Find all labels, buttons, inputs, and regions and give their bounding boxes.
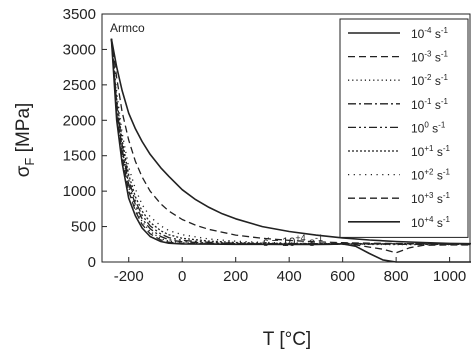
- y-tick-label-2: 1000: [63, 183, 96, 200]
- y-tick-label-0: 0: [88, 254, 96, 271]
- x-tick-label-4: 600: [330, 268, 355, 285]
- y-tick-label-6: 3000: [63, 41, 96, 58]
- legend-label-exp-4: 0: [424, 120, 429, 129]
- legend-label-exp-0: -4: [424, 26, 432, 35]
- legend-label-7: 10+3 s-1: [411, 191, 450, 206]
- legend-label-2: 10-2 s-1: [411, 73, 448, 88]
- legend-label-base-6: 10: [411, 169, 425, 183]
- series-line-1: [110, 38, 471, 254]
- legend-label-5: 10+1 s-1: [411, 144, 450, 159]
- y-tick-label-4: 2000: [63, 112, 96, 129]
- x-axis: -200 0 200 400 600 800 1000: [114, 257, 466, 285]
- legend-label-base-4: 10: [411, 121, 425, 135]
- legend-label-unit-7: s: [433, 192, 442, 206]
- legend-label-8: 10+4 s-1: [411, 215, 450, 230]
- series-line-7: [110, 38, 471, 245]
- x-tick-label-6: 1000: [433, 268, 466, 285]
- legend-label-unit-exp-0: -1: [441, 26, 449, 35]
- rate-annotation-unit: s: [306, 235, 315, 249]
- legend-label-unit-exp-8: -1: [443, 215, 451, 224]
- material-label: Armco: [110, 21, 145, 35]
- legend-label-unit-exp-7: -1: [443, 191, 451, 200]
- legend-label-unit-8: s: [433, 216, 442, 230]
- rate-annotation-exp: +4: [295, 233, 305, 243]
- series-line-3: [110, 38, 471, 245]
- x-tick-label-1: 0: [178, 268, 186, 285]
- x-tick-label-3: 400: [277, 268, 302, 285]
- series-line-4: [110, 38, 471, 245]
- rate-annotation: ε̇ = 10+4 s-1: [263, 233, 323, 249]
- legend-label-base-1: 10: [411, 51, 425, 65]
- legend-label-base-3: 10: [411, 98, 425, 112]
- y-axis-title-subscript: F: [22, 158, 37, 166]
- plot-area: [101, 13, 471, 263]
- legend-label-1: 10-3 s-1: [411, 50, 448, 65]
- y-axis: 0 500 1000 1500 2000 2500 3000 3500: [63, 6, 107, 271]
- y-tick-label-1: 500: [71, 219, 96, 236]
- x-tick-label-2: 200: [223, 268, 248, 285]
- x-tick-label-5: 800: [384, 268, 409, 285]
- legend-label-exp-8: +4: [424, 215, 434, 224]
- legend-label-unit-exp-1: -1: [441, 50, 449, 59]
- y-axis-title-symbol: σ: [13, 165, 34, 177]
- y-axis-title-unit: [MPa]: [13, 103, 34, 158]
- legend-label-exp-5: +1: [424, 144, 434, 153]
- rate-annotation-unit-exp: -1: [315, 233, 323, 243]
- legend-label-base-8: 10: [411, 216, 425, 230]
- y-tick-label-3: 1500: [63, 148, 96, 165]
- legend-label-base-2: 10: [411, 74, 425, 88]
- legend-label-unit-exp-6: -1: [443, 168, 451, 177]
- x-tick-label-0: -200: [114, 268, 144, 285]
- series-line-5: [110, 38, 471, 245]
- series-line-8: [110, 38, 471, 245]
- legend-label-exp-2: -2: [424, 73, 432, 82]
- legend-label-unit-exp-3: -1: [441, 97, 449, 106]
- legend-label-unit-4: s: [429, 121, 438, 135]
- y-tick-label-7: 3500: [63, 6, 96, 23]
- legend-label-unit-exp-5: -1: [443, 144, 451, 153]
- y-tick-label-5: 2500: [63, 77, 96, 94]
- legend-label-unit-3: s: [431, 98, 440, 112]
- legend-label-unit-5: s: [433, 145, 442, 159]
- legend-label-exp-6: +2: [424, 168, 434, 177]
- legend-label-0: 10-4 s-1: [411, 26, 448, 41]
- legend-label-unit-exp-4: -1: [438, 120, 446, 129]
- annotations: Armco ε̇ = 10+4 s-1: [110, 21, 323, 249]
- legend-label-3: 10-1 s-1: [411, 97, 448, 112]
- legend-label-exp-1: -3: [424, 50, 432, 59]
- legend-label-unit-1: s: [431, 51, 440, 65]
- legend-label-4: 100 s-1: [411, 120, 446, 135]
- legend-label-unit-0: s: [431, 27, 440, 41]
- legend-label-6: 10+2 s-1: [411, 168, 450, 183]
- legend-label-exp-7: +3: [424, 191, 434, 200]
- y-axis-title: σF [MPa]: [13, 103, 37, 178]
- legend-box: [339, 18, 469, 238]
- legend-label-base-5: 10: [411, 145, 425, 159]
- legend-label-exp-3: -1: [424, 97, 432, 106]
- legend-label-base-7: 10: [411, 192, 425, 206]
- legend-label-unit-6: s: [433, 169, 442, 183]
- legend-label-unit-2: s: [431, 74, 440, 88]
- series-line-6: [110, 38, 471, 245]
- series-lines: [110, 38, 471, 263]
- legend-label-unit-exp-2: -1: [441, 73, 449, 82]
- legend-label-base-0: 10: [411, 27, 425, 41]
- rate-annotation-prefix: ε̇ = 10: [263, 235, 296, 249]
- plot-frame: [101, 13, 471, 263]
- x-axis-title: T [°C]: [263, 329, 311, 350]
